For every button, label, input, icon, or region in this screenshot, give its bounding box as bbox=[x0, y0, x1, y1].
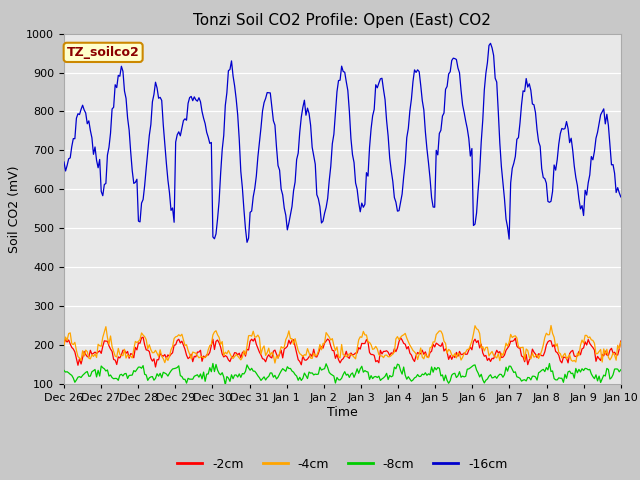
Text: TZ_soilco2: TZ_soilco2 bbox=[67, 46, 140, 59]
Legend: -2cm, -4cm, -8cm, -16cm: -2cm, -4cm, -8cm, -16cm bbox=[172, 453, 513, 476]
Title: Tonzi Soil CO2 Profile: Open (East) CO2: Tonzi Soil CO2 Profile: Open (East) CO2 bbox=[193, 13, 492, 28]
X-axis label: Time: Time bbox=[327, 406, 358, 419]
Y-axis label: Soil CO2 (mV): Soil CO2 (mV) bbox=[8, 165, 20, 252]
